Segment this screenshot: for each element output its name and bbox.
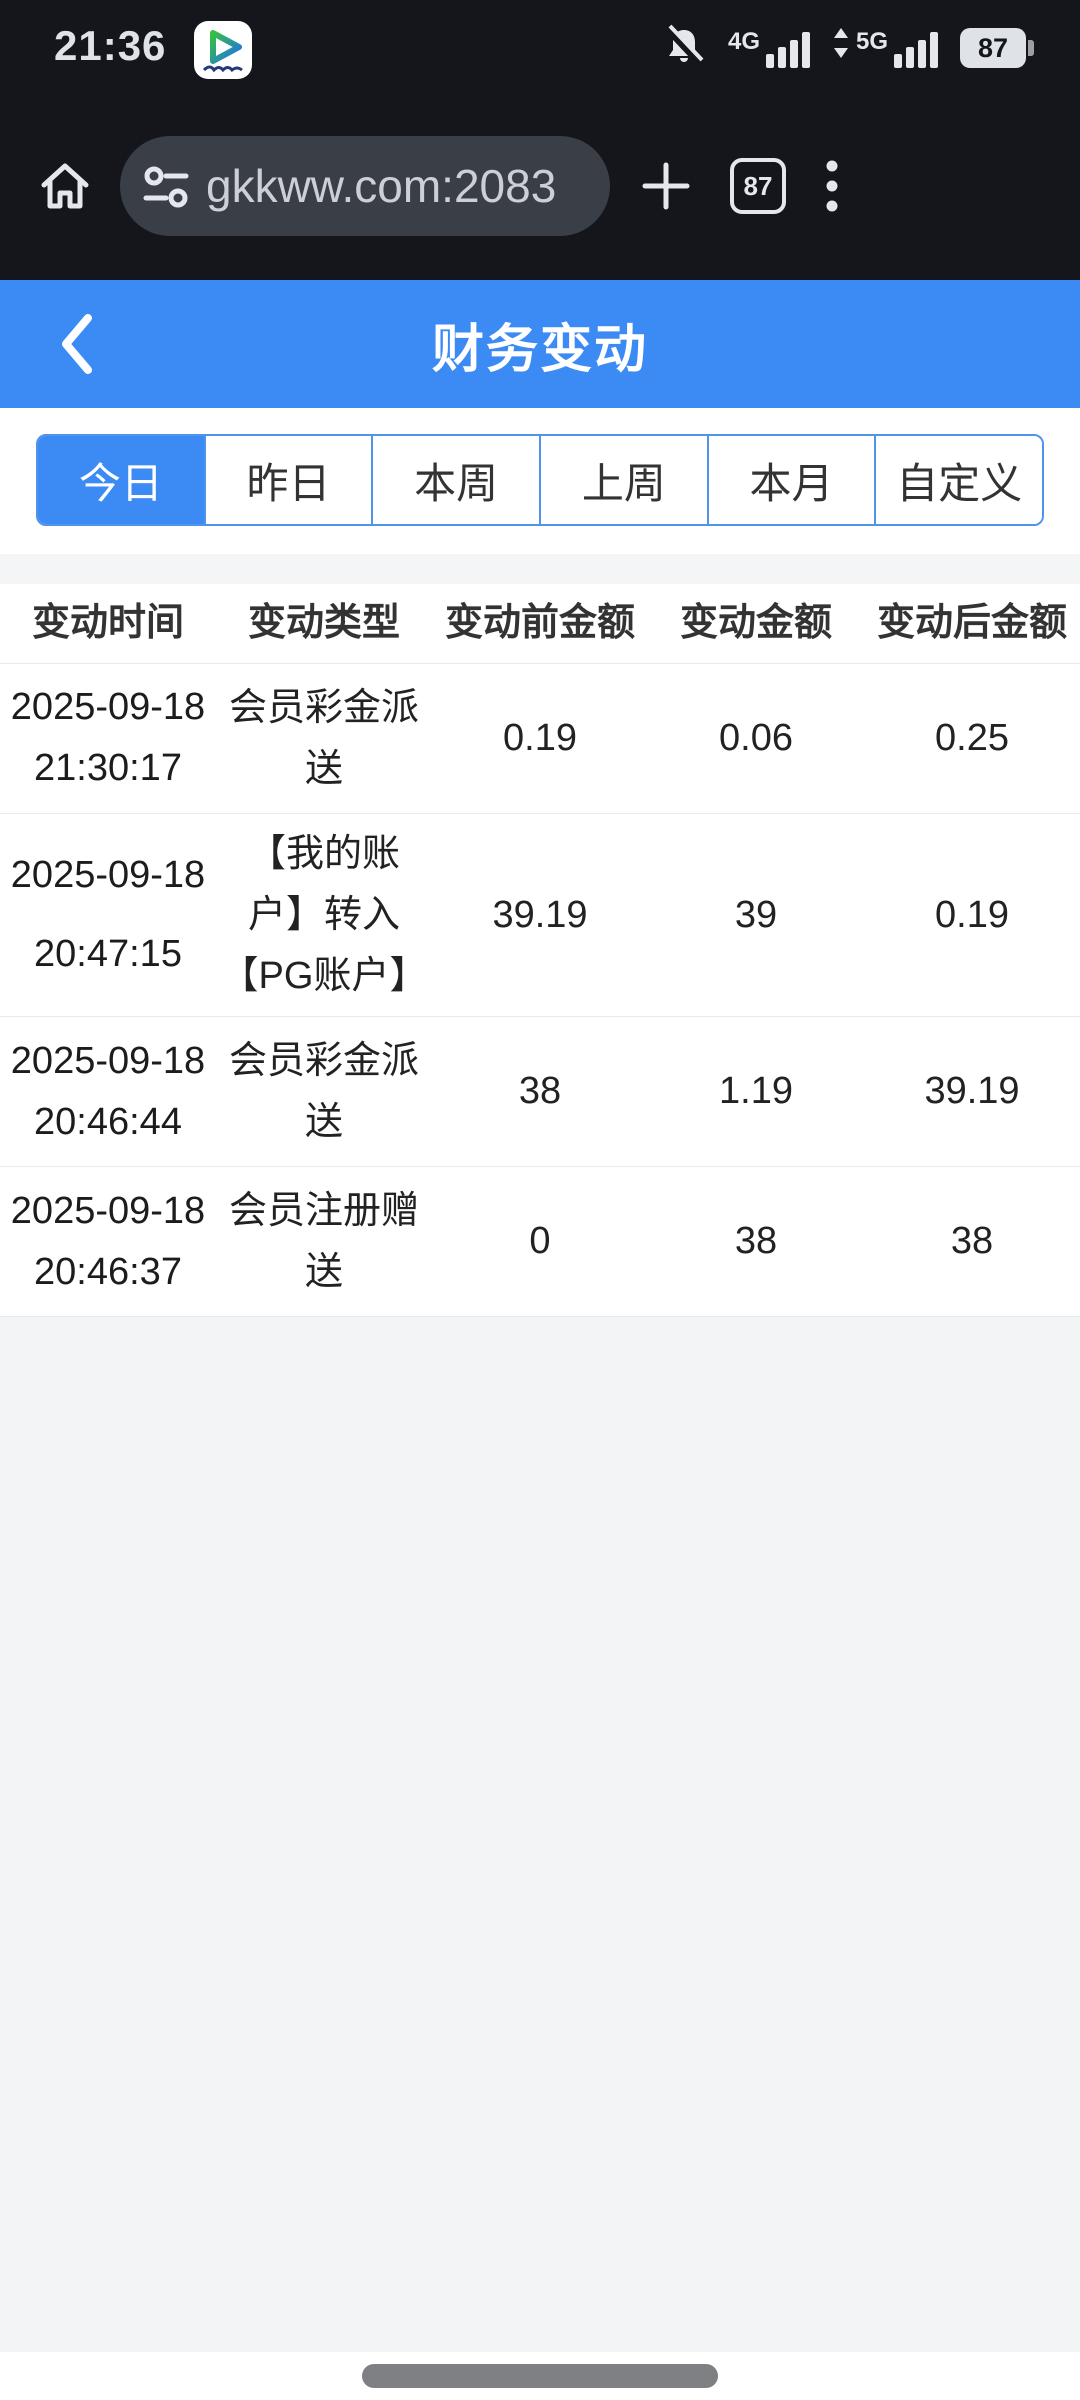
table-row: 2025-09-18 21:30:17 会员彩金派送 0.19 0.06 0.2… [0,664,1080,814]
status-indicators: 4G 5G 87 [662,24,1034,68]
page-header: 财务变动 [0,280,1080,408]
signal-4g: 4G [727,28,810,68]
cell-after: 38 [950,1220,994,1263]
section-divider [0,554,1080,584]
cell-before: 38 [518,1070,562,1113]
browser-toolbar: gkkww.com:2083 87 [0,92,1080,280]
empty-content-area [0,1317,1080,2352]
cell-type: 会员彩金派送 [228,1040,419,1143]
cell-date: 2025-09-18 [10,686,206,729]
table-row: 2025-09-18 20:46:37 会员注册赠送 0 38 38 [0,1167,1080,1318]
battery-level: 87 [960,28,1026,68]
cell-amount: 0.06 [719,717,793,760]
signal-4g-label: 4G [727,28,760,55]
col-header-amount: 变动金额 [679,601,832,644]
cell-time: 20:46:37 [34,1250,182,1293]
cell-amount: 1.19 [719,1070,793,1113]
tab-count: 87 [743,170,773,201]
cell-datetime: 2025-09-18 20:46:44 [0,1017,216,1166]
back-button[interactable] [56,280,98,408]
tab-this-month[interactable]: 本月 [706,436,875,524]
cell-datetime: 2025-09-18 20:46:37 [0,1167,216,1316]
tab-switcher-button[interactable]: 87 [730,158,786,214]
date-filter-tabs: 今日 昨日 本周 上周 本月 自定义 [0,408,1080,554]
transactions-table: 变动时间 变动类型 变动前金额 变动金额 变动后金额 2025-09-18 21… [0,584,1080,1318]
cell-after: 0.19 [935,893,1009,936]
new-tab-button[interactable] [640,160,692,212]
signal-5g-bars-icon [894,32,938,68]
table-row: 2025-09-18 20:47:15 【我的账户】转入【PG账户】 39.19… [0,814,1080,1018]
kebab-menu-icon [826,160,838,212]
cell-time: 20:46:44 [34,1100,182,1143]
chevron-left-icon [62,314,92,374]
updown-arrows-icon [833,28,848,58]
home-icon [41,163,89,209]
tab-custom[interactable]: 自定义 [874,436,1042,524]
cell-time: 21:30:17 [34,747,182,790]
cell-after: 0.25 [935,717,1009,760]
cell-type: 会员注册赠送 [228,1190,419,1293]
table-row: 2025-09-18 20:46:44 会员彩金派送 38 1.19 39.19 [0,1017,1080,1168]
video-app-notification-icon [194,21,253,79]
col-header-time: 变动时间 [31,601,184,644]
cell-date: 2025-09-18 [10,1039,206,1082]
tab-last-week[interactable]: 上周 [539,436,707,524]
cell-amount: 39 [734,893,778,936]
cell-amount: 38 [734,1220,778,1263]
battery-nub [1028,40,1034,56]
col-header-before: 变动前金额 [444,601,635,644]
tab-this-week[interactable]: 本周 [371,436,540,524]
url-text: gkkww.com:2083 [206,160,557,212]
cell-before: 0.19 [503,717,577,760]
play-triangle-icon [203,30,244,73]
cell-type: 【我的账户】转入【PG账户】 [220,833,428,997]
url-bar[interactable]: gkkww.com:2083 [120,136,610,236]
signal-4g-bars-icon [765,32,810,68]
gesture-nav-bar [0,2352,1080,2400]
tab-today[interactable]: 今日 [38,436,204,524]
cell-datetime: 2025-09-18 20:47:15 [0,814,216,1016]
cell-date: 2025-09-18 [10,854,206,897]
page-title: 财务变动 [431,320,648,379]
browser-menu-button[interactable] [824,157,840,215]
cell-after: 39.19 [924,1070,1020,1113]
col-header-after: 变动后金额 [876,601,1067,644]
signal-5g: 5G [832,28,938,68]
cell-datetime: 2025-09-18 21:30:17 [0,664,216,813]
cell-before: 0 [529,1220,551,1263]
site-controls-icon [143,166,189,208]
table-header-row: 变动时间 变动类型 变动前金额 变动金额 变动后金额 [0,584,1080,664]
cell-date: 2025-09-18 [10,1189,206,1232]
cell-type: 会员彩金派送 [228,686,419,790]
home-button[interactable] [34,155,96,217]
notifications-muted-icon [664,24,704,66]
signal-5g-label: 5G [855,28,888,55]
col-header-type: 变动类型 [247,601,400,644]
cell-before: 39.19 [492,893,588,936]
gesture-nav-handle[interactable] [362,2364,718,2388]
tab-yesterday[interactable]: 昨日 [203,436,372,524]
status-bar: 21:36 4G [0,0,1080,92]
battery-indicator: 87 [960,28,1034,68]
plus-icon [642,162,690,210]
status-time: 21:36 [54,22,167,69]
cell-time: 20:47:15 [34,932,182,975]
